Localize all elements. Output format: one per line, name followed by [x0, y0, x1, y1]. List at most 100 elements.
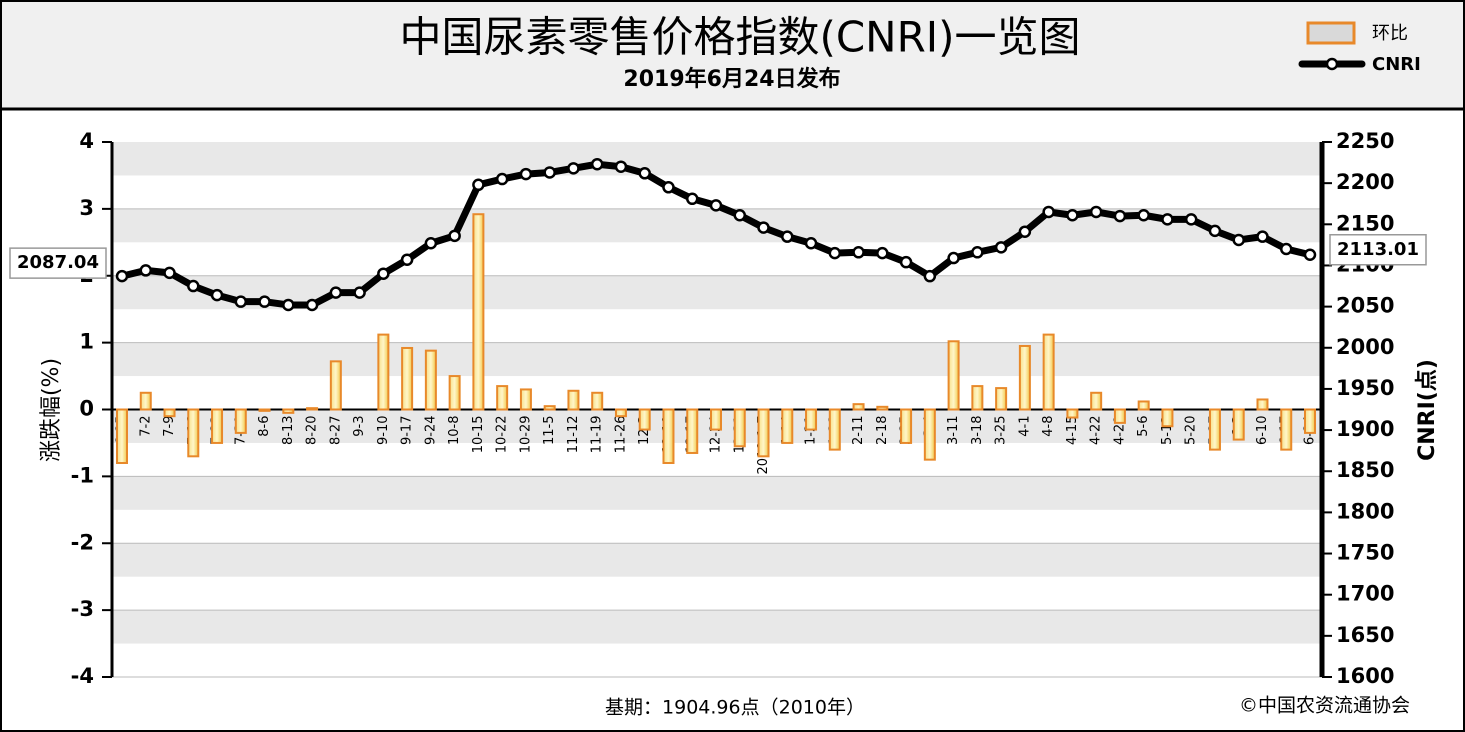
y-tick-label: -3	[71, 597, 94, 621]
cnri-point	[1137, 209, 1150, 222]
cnri-point	[115, 269, 129, 283]
cnri-point	[163, 266, 176, 280]
bar	[472, 213, 485, 411]
y-tick-label: -1	[71, 463, 94, 487]
bar	[1161, 408, 1174, 428]
x-tick-label: 9-10	[376, 416, 391, 446]
cnri-point	[899, 255, 913, 269]
y-tick-label: 0	[79, 397, 94, 421]
x-tick-label: 8-6	[257, 416, 272, 437]
bar	[258, 408, 271, 412]
x-tick-label: 11-12	[566, 416, 581, 454]
bar	[234, 408, 247, 434]
x-tick-label: 5-20	[1184, 416, 1199, 446]
bar	[1280, 408, 1293, 451]
cnri-point	[709, 199, 723, 212]
cnri-point	[1161, 213, 1174, 226]
bar	[401, 346, 414, 411]
base-note: 基期：1904.96点（2010年）	[605, 697, 865, 719]
x-tick-label: 10-15	[471, 416, 486, 454]
callout-label: 2113.01	[1337, 239, 1419, 260]
chart-subtitle: 2019年6月24日发布	[623, 66, 840, 92]
bar	[757, 408, 770, 458]
x-tick-label: 2-18	[875, 416, 890, 446]
bar	[543, 405, 556, 411]
bar	[852, 403, 865, 411]
bar	[900, 408, 913, 444]
bar	[710, 408, 722, 431]
cnri-point	[282, 298, 295, 312]
bar	[828, 408, 841, 451]
cnri-point	[329, 286, 343, 299]
cnri-point	[1256, 230, 1269, 243]
y2-tick-label: 1900	[1336, 417, 1394, 441]
callout-box	[9, 247, 107, 279]
cnri-point	[543, 166, 556, 179]
cnri-point	[947, 251, 960, 265]
cnri-point	[828, 246, 842, 260]
y2-tick-label: 2050	[1336, 294, 1394, 318]
x-tick-label: 3-11	[946, 416, 961, 446]
bar	[567, 389, 580, 411]
cnri-point	[685, 192, 699, 206]
grid-band	[112, 476, 1322, 510]
x-tick-label: 8-27	[328, 416, 343, 446]
x-tick-label: 3-18	[970, 416, 985, 446]
bar	[1066, 408, 1079, 419]
y2-tick-label: 2000	[1336, 335, 1394, 359]
bar	[448, 375, 461, 411]
cnri-point	[424, 236, 438, 250]
x-tick-label: 11-5	[542, 416, 557, 446]
x-tick-label: 10-29	[518, 416, 533, 454]
cnri-point	[804, 236, 818, 250]
bar	[163, 408, 176, 418]
cnri-point	[400, 253, 414, 266]
cnri-point	[662, 181, 675, 194]
source-note: ©中国农资流通协会	[1239, 695, 1410, 717]
bar	[638, 408, 651, 431]
bar	[306, 407, 319, 411]
bar	[923, 408, 936, 461]
bar	[377, 333, 390, 411]
y2-tick-label: 1700	[1336, 582, 1394, 606]
bar	[733, 408, 746, 448]
x-tick-label: 4-22	[1089, 416, 1104, 446]
cnri-point	[353, 286, 366, 299]
bar	[1018, 344, 1031, 411]
bar	[329, 360, 342, 411]
cnri-point	[495, 172, 509, 186]
chart-title: 中国尿素零售价格指数(CNRI)一览图	[399, 13, 1080, 62]
bar	[805, 408, 818, 431]
cnri-point	[781, 230, 794, 243]
bar	[1137, 400, 1150, 411]
x-tick-label: 8-13	[281, 416, 296, 446]
bar	[947, 340, 960, 411]
cnri-point	[139, 264, 153, 277]
bar	[686, 408, 699, 454]
x-tick-label: 4-15	[1065, 416, 1080, 446]
cnri-point	[923, 269, 937, 283]
y2-tick-label: 1950	[1336, 376, 1394, 400]
y2-tick-label: 2150	[1336, 211, 1394, 235]
cnri-point	[1232, 233, 1245, 247]
grid-band	[112, 142, 1322, 176]
bar	[424, 349, 437, 411]
x-tick-label: 2-11	[851, 416, 866, 446]
cnri-point	[1184, 213, 1198, 226]
bar	[187, 408, 200, 458]
y-tick-label: 1	[79, 330, 94, 354]
cnri-point	[638, 167, 651, 180]
x-tick-label: 11-19	[590, 416, 605, 454]
x-tick-label: 5-6	[1136, 416, 1151, 437]
x-tick-label: 7-2	[138, 416, 153, 437]
cnri-point	[567, 162, 580, 175]
y2-tick-label: 1800	[1336, 499, 1394, 523]
y-tick-label: -4	[71, 664, 94, 688]
cnri-point	[876, 246, 889, 260]
y-tick-label: 4	[79, 129, 94, 153]
cnri-point	[519, 167, 533, 181]
legend-label: CNRI	[1372, 54, 1421, 75]
x-tick-label: 4-1	[1017, 416, 1032, 437]
bar	[1304, 408, 1316, 434]
x-tick-label: 10-22	[495, 416, 510, 454]
